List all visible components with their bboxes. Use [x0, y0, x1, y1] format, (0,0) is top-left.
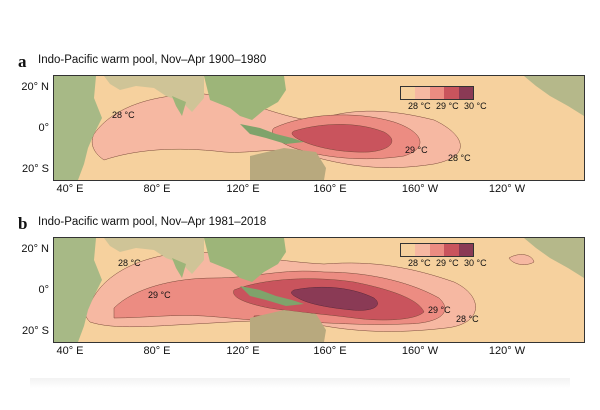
- contour-label: 29 °C: [428, 305, 451, 315]
- legend-label-29: 29 °C: [436, 258, 459, 268]
- contour-29c: [291, 124, 393, 153]
- legend-swatch: [458, 87, 474, 99]
- legend-swatch: [444, 244, 459, 256]
- land-australia: [250, 148, 326, 180]
- land-australia: [250, 310, 326, 342]
- legend-label-29: 29 °C: [436, 101, 459, 111]
- land-indonesia: [240, 124, 304, 144]
- legend-label-28: 28 °C: [408, 101, 431, 111]
- map-panel-a: [53, 75, 585, 181]
- lon-tick-120w: 120° W: [488, 183, 526, 195]
- map-panel-b: [53, 237, 585, 343]
- contour-label: 29 °C: [148, 290, 171, 300]
- contour-30c: [291, 286, 378, 311]
- lon-tick-160e: 160° E: [313, 183, 347, 195]
- legend-swatch: [429, 87, 445, 99]
- land-africa: [54, 76, 102, 180]
- lon-tick-120e: 120° E: [226, 345, 260, 357]
- lon-tick-80e: 80° E: [143, 183, 171, 195]
- lat-tick-0: 0°: [38, 284, 49, 296]
- land-americas: [524, 76, 584, 116]
- lat-tick-20n: 20° N: [21, 81, 49, 93]
- land-india-peninsula: [172, 96, 186, 116]
- panel-title: Indo-Pacific warm pool, Nov–Apr 1981–201…: [38, 216, 267, 228]
- cropped-caption-edge: [30, 378, 570, 388]
- land-arabia-india: [104, 76, 204, 112]
- lon-tick-40e: 40° E: [56, 183, 84, 195]
- contour-label: 28 °C: [118, 258, 141, 268]
- lon-tick-40e: 40° E: [56, 345, 84, 357]
- contour-label: 28 °C: [112, 110, 135, 120]
- panel-b: b Indo-Pacific warm pool, Nov–Apr 1981–2…: [0, 214, 600, 364]
- land-india-peninsula: [172, 258, 186, 278]
- contour-label: 28 °C: [456, 314, 479, 324]
- legend-swatch: [444, 87, 459, 99]
- lon-tick-160w: 160° W: [401, 345, 439, 357]
- legend-swatch: [458, 244, 474, 256]
- contour-label: 29 °C: [405, 145, 428, 155]
- legend-swatch: [415, 244, 430, 256]
- panel-title: Indo-Pacific warm pool, Nov–Apr 1900–198…: [38, 54, 267, 66]
- land-indonesia: [240, 286, 304, 306]
- legend-label-28: 28 °C: [408, 258, 431, 268]
- land-asia: [204, 238, 286, 282]
- panel-a: a Indo-Pacific warm pool, Nov–Apr 1900–1…: [0, 52, 600, 202]
- legend-colorbar: [400, 243, 474, 257]
- legend-swatch: [429, 244, 445, 256]
- legend-label-30: 30 °C: [464, 101, 487, 111]
- legend-label-30: 30 °C: [464, 258, 487, 268]
- lon-tick-120e: 120° E: [226, 183, 260, 195]
- contour-28c-east: [508, 254, 535, 265]
- panel-letter: a: [18, 52, 27, 71]
- land-asia: [204, 76, 286, 120]
- lat-tick-0: 0°: [38, 122, 49, 134]
- legend-swatch: [415, 87, 430, 99]
- lat-tick-20s: 20° S: [21, 163, 49, 175]
- lat-tick-20s: 20° S: [21, 325, 49, 337]
- lat-tick-20n: 20° N: [21, 243, 49, 255]
- land-africa: [54, 238, 102, 342]
- land-americas: [524, 238, 584, 278]
- lon-tick-160e: 160° E: [313, 345, 347, 357]
- legend-swatch: [401, 244, 416, 256]
- lon-tick-80e: 80° E: [143, 345, 171, 357]
- land-arabia-india: [104, 238, 204, 274]
- legend-swatch: [401, 87, 416, 99]
- panel-letter: b: [18, 214, 28, 233]
- lon-tick-160w: 160° W: [401, 183, 439, 195]
- contour-label: 28 °C: [448, 153, 471, 163]
- legend-colorbar: [400, 86, 474, 100]
- lon-tick-120w: 120° W: [488, 345, 526, 357]
